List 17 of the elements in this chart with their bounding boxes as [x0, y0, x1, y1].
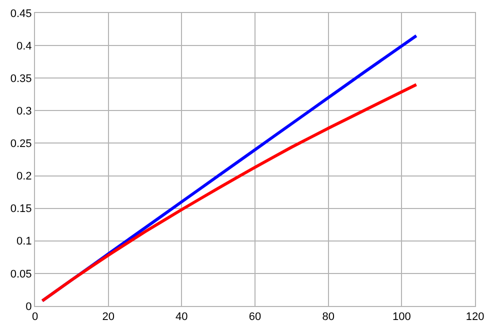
y-tick-label: 0.15 [10, 203, 32, 216]
y-tick-label: 0.45 [10, 8, 32, 20]
x-tick-label: 100 [392, 311, 411, 324]
y-tick-label: 0.1 [16, 236, 32, 248]
y-tick-label: 0.4 [16, 40, 32, 52]
y-tick-label: 0.35 [10, 72, 32, 85]
y-tick-label: 0.2 [16, 170, 32, 183]
x-tick-label: 20 [102, 311, 114, 324]
y-tick-label: 0.05 [10, 268, 32, 280]
x-tick-label: 60 [248, 311, 262, 324]
x-tick-label: 40 [176, 311, 188, 324]
y-tick-label: 0.25 [10, 138, 32, 150]
y-tick-label: 0 [26, 300, 32, 313]
x-tick-label: 80 [322, 311, 334, 324]
x-tick-label: 120 [466, 311, 484, 324]
y-tick-label: 0.3 [16, 106, 32, 118]
line-series [40, 83, 418, 302]
